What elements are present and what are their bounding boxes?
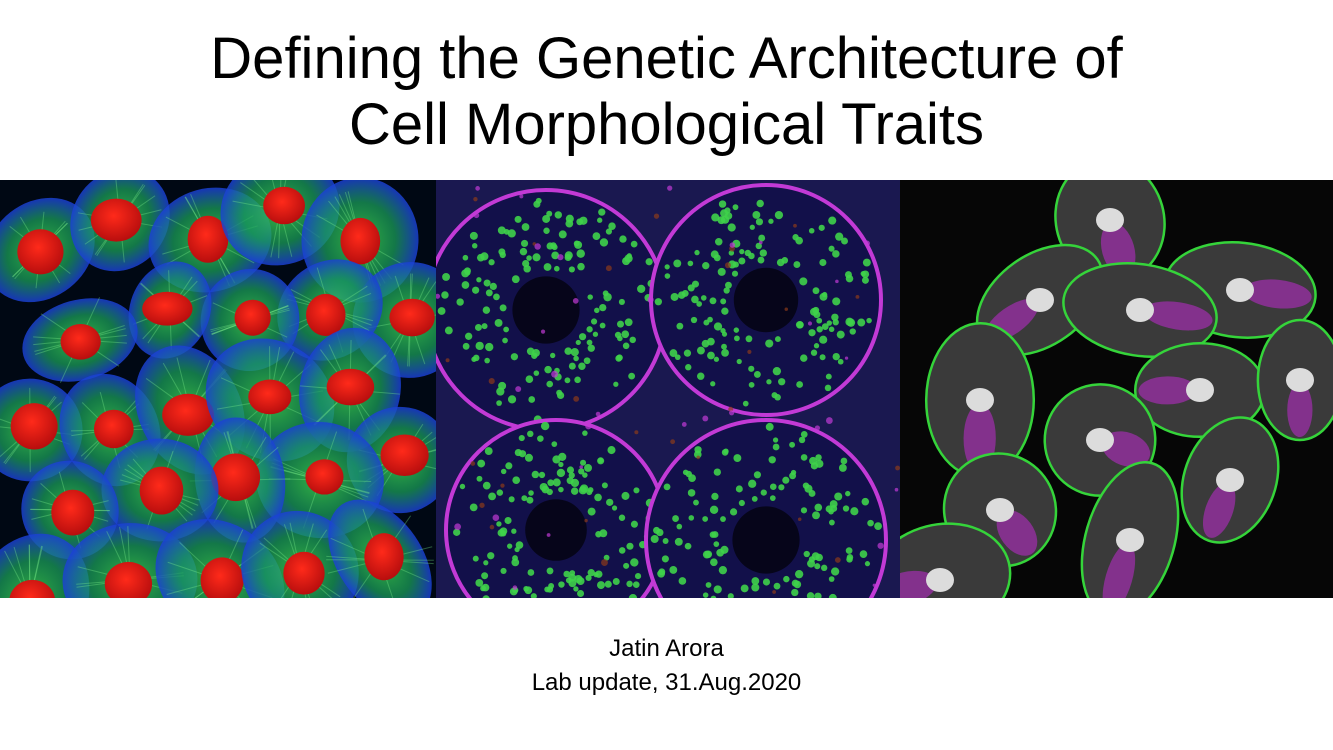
microscopy-cells-red-nuclei — [0, 180, 436, 598]
microscopy-tissue-section — [436, 180, 900, 598]
slide-title: Defining the Genetic Architecture of Cel… — [0, 26, 1333, 158]
microscopy-image-middle — [436, 180, 900, 598]
byline: Jatin Arora Lab update, 31.Aug.2020 — [0, 632, 1333, 700]
title-line-2: Cell Morphological Traits — [348, 92, 985, 157]
microscopy-cells-gray-nuclei — [900, 180, 1333, 598]
microscopy-image-right — [900, 180, 1333, 598]
microscopy-image-left — [0, 180, 436, 598]
presentation-date: Lab update, 31.Aug.2020 — [531, 669, 802, 696]
title-line-1: Defining the Genetic Architecture of — [210, 26, 1123, 91]
author-name: Jatin Arora — [609, 635, 724, 662]
